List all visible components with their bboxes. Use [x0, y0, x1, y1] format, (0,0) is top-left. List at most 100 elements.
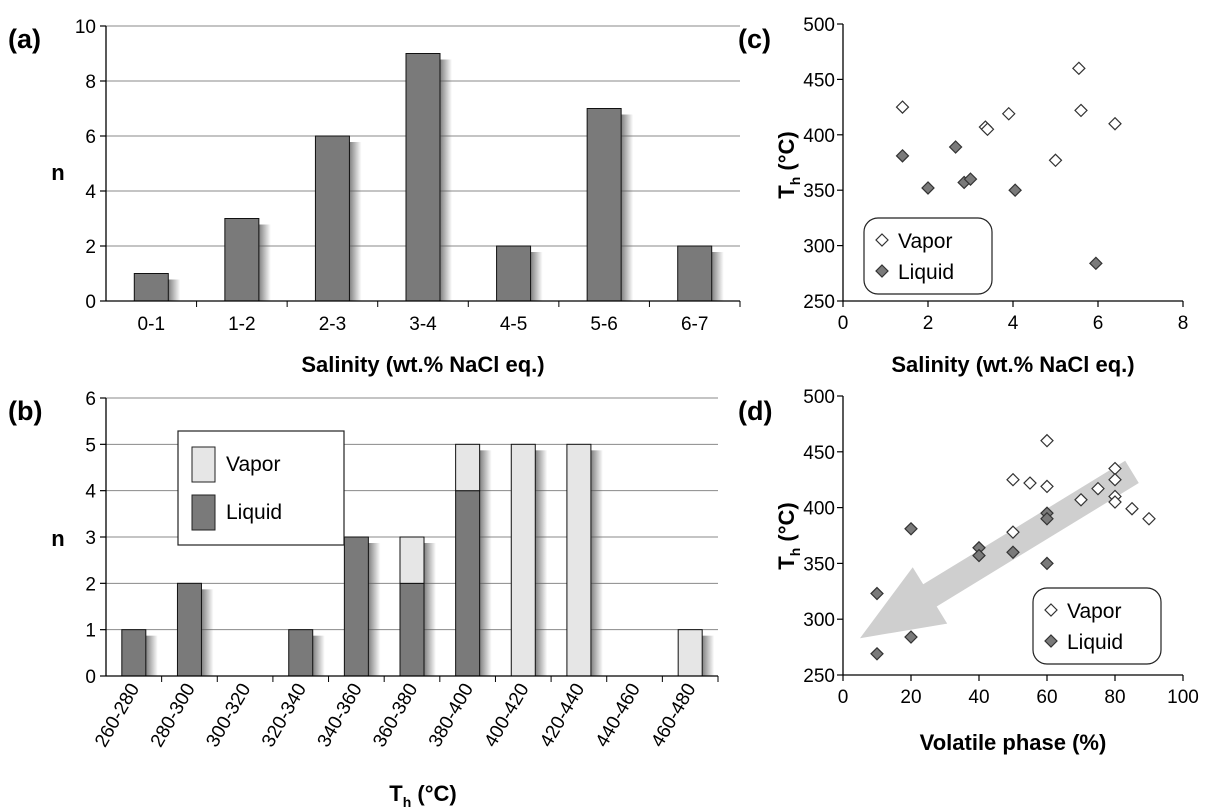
legend-label-vapor: Vapor — [226, 453, 280, 476]
y-tick-label: 300 — [803, 237, 835, 258]
y-axis-title-text: n — [51, 160, 64, 185]
x-tick-label: 260-280 — [91, 680, 144, 751]
bar-shadow — [621, 114, 634, 301]
panel-label: (d) — [738, 396, 772, 426]
bar-shadow — [258, 224, 271, 301]
x-axis-title-unit: (°C) — [411, 781, 456, 806]
point-vapor — [1001, 106, 1016, 121]
bar — [586, 108, 622, 302]
x-tick-label: 340-360 — [314, 680, 367, 751]
x-tick-label: 6 — [1093, 313, 1104, 334]
point-vapor — [1125, 501, 1139, 516]
bar-shadow — [590, 450, 603, 676]
point-vapor — [1006, 525, 1020, 540]
y-tick-label: 250 — [803, 292, 835, 313]
bar-shadow — [349, 142, 362, 301]
x-axis-title-text: Salinity (wt.% NaCl eq.) — [301, 352, 544, 377]
legend: Vapor Liquid — [177, 430, 345, 546]
x-axis-title: Salinity (wt.% NaCl eq.) — [891, 352, 1134, 377]
x-axis-title: Volatile phase (%) — [920, 730, 1107, 755]
bar-shadow — [312, 635, 325, 676]
point-liquid — [1006, 545, 1020, 560]
x-tick-label: 20 — [900, 687, 921, 708]
x-tick-label: 5-6 — [590, 314, 617, 335]
point-vapor — [1072, 61, 1086, 76]
bar-liquid — [455, 490, 481, 677]
y-tick-label: 4 — [85, 482, 96, 503]
y-axis-title-text: n — [51, 526, 64, 551]
chart-b: 0 1 2 3 4 5 6 260-280 280-300 300-320 320-340 340-3… — [8, 389, 719, 810]
chart-a: 0 2 4 6 8 10 0-1 1-2 2-3 3-4 4-5 5-6 6-7 (a) n Salinity… — [8, 17, 741, 377]
bar-vapor — [677, 629, 703, 677]
point-liquid — [1089, 256, 1103, 271]
y-axis-title: Th (°C) — [774, 131, 803, 198]
x-tick-label: 280-300 — [147, 680, 200, 751]
bar-shadow — [424, 543, 436, 676]
trend-arrow — [860, 460, 1139, 639]
bar-shadow — [201, 589, 214, 676]
bar — [677, 245, 713, 302]
y-tick-label: 2 — [85, 574, 96, 595]
bar-liquid — [288, 629, 314, 677]
y-tick-label: 0 — [85, 667, 96, 688]
y-tick-label: 350 — [803, 181, 835, 202]
x-tick-label: 2-3 — [319, 314, 346, 335]
bar — [496, 245, 532, 302]
point-vapor — [895, 100, 910, 114]
bar-liquid — [176, 582, 202, 677]
legend-marker-liquid — [875, 264, 889, 278]
bar-vapor — [399, 536, 425, 584]
x-tick-label: 4 — [1008, 313, 1019, 334]
y-tick-label: 6 — [85, 389, 96, 410]
y-axis-title: Th (°C) — [774, 502, 803, 569]
bar-shadow — [702, 635, 715, 676]
x-tick-label: 2 — [923, 313, 934, 334]
bar-shadow — [368, 543, 381, 676]
x-tick-label: 300-320 — [202, 680, 255, 751]
y-axis-title-text: T — [774, 556, 799, 570]
x-axis-title-text: Salinity (wt.% NaCl eq.) — [891, 352, 1134, 377]
point-vapor — [1006, 472, 1020, 487]
y-tick-label: 450 — [803, 70, 835, 91]
bar-shadow — [530, 252, 543, 301]
y-axis-title: n — [51, 526, 64, 551]
legend-label-liquid: Liquid — [1067, 631, 1123, 654]
legend-box — [1032, 587, 1162, 665]
legend-marker-vapor — [1044, 603, 1058, 617]
point-liquid — [904, 521, 918, 536]
point-vapor — [1108, 116, 1122, 131]
legend-label-vapor: Vapor — [898, 230, 952, 253]
bar — [224, 218, 260, 302]
x-tick-label: 380-400 — [425, 680, 478, 751]
y-tick-label: 400 — [803, 126, 835, 147]
x-tick-label: 80 — [1104, 687, 1125, 708]
point-liquid — [870, 646, 884, 661]
y-tick-label: 8 — [85, 72, 96, 93]
point-vapor — [1023, 476, 1037, 490]
chart-c: 250 300 350 400 450 500 0 2 4 6 8 Vapor Liquid (c) Th … — [738, 15, 1188, 377]
bar-liquid — [399, 582, 425, 677]
point-vapor — [1108, 472, 1122, 487]
x-tick-label: 440-460 — [592, 680, 645, 751]
point-liquid — [904, 630, 918, 644]
x-tick-label: 420-440 — [536, 680, 589, 751]
y-tick-label: 3 — [85, 528, 96, 549]
x-tick-label: 100 — [1167, 687, 1199, 708]
point-vapor — [1091, 481, 1105, 496]
x-tick-label: 360-380 — [369, 680, 422, 751]
bar-vapor — [455, 443, 481, 492]
legend-box — [863, 217, 993, 295]
y-axis-title: n — [51, 160, 64, 185]
panel-label: (c) — [738, 24, 771, 54]
point-vapor — [1108, 495, 1122, 509]
bar — [314, 135, 350, 302]
x-tick-label: 460-480 — [647, 680, 700, 751]
x-tick-label: 0 — [838, 687, 849, 708]
x-axis-title-text: T — [389, 781, 403, 806]
legend: Vapor Liquid — [863, 217, 993, 295]
y-tick-label: 400 — [803, 499, 835, 520]
bar — [405, 53, 441, 302]
y-tick-label: 250 — [803, 666, 835, 687]
bar-shadow — [440, 59, 452, 301]
y-axis-title-unit: (°C) — [774, 502, 799, 547]
